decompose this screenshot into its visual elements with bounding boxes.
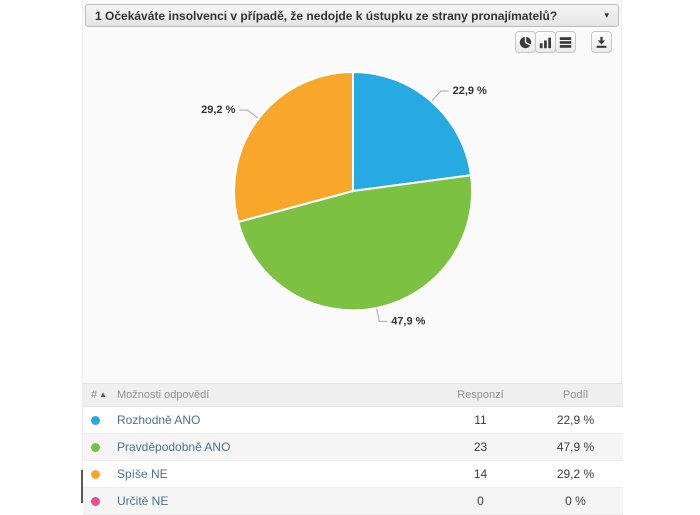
- download-button[interactable]: [591, 31, 612, 53]
- pie-chart-view-button[interactable]: [515, 31, 536, 53]
- list-view-button[interactable]: [555, 31, 576, 53]
- pie-slice-3[interactable]: [233, 71, 354, 223]
- share-value: 0 %: [538, 487, 613, 515]
- pie-label-connector: [376, 308, 388, 322]
- results-table: # ▲ Možnosti odpovědí Responzí Podíl Rozh…: [83, 383, 623, 515]
- share-value: 47,9 %: [538, 433, 613, 461]
- column-header-responses[interactable]: Responzí: [423, 383, 538, 407]
- chart-toolbar: [83, 31, 623, 53]
- pie-chart-area: 22,9 % 47,9 % 29,2 %: [83, 57, 623, 383]
- legend-dot: [91, 470, 100, 480]
- column-header-share[interactable]: Podíl: [538, 383, 613, 407]
- answer-label: Spíše NE: [113, 460, 423, 488]
- table-row: Spíše NE 14 29,2 %: [83, 460, 623, 488]
- pie-label-connector: [431, 90, 449, 102]
- answer-label: Určitě NE: [113, 487, 423, 515]
- dropdown-caret-icon: ▾: [604, 10, 609, 20]
- pie-slice-1[interactable]: [352, 71, 472, 192]
- legend-dot: [91, 497, 100, 507]
- survey-result-panel: 1 Očekáváte insolvenci v případě, že ned…: [82, 0, 623, 515]
- pie-data-label: 22,9 %: [453, 85, 487, 97]
- share-value: 22,9 %: [538, 406, 613, 434]
- column-header-options[interactable]: Možnosti odpovědí: [113, 383, 423, 407]
- next-section-border-fragment: [81, 470, 83, 503]
- column-header-num[interactable]: # ▲: [83, 383, 113, 407]
- table-header-row: # ▲ Možnosti odpovědí Responzí Podíl: [83, 383, 623, 407]
- responses-value: 23: [423, 433, 538, 461]
- responses-value: 14: [423, 460, 538, 488]
- question-dropdown-label: 1 Očekáváte insolvenci v případě, že ned…: [95, 8, 558, 23]
- download-icon: [595, 36, 608, 49]
- pie-chart-icon: [519, 35, 532, 49]
- pie-chart: 22,9 % 47,9 % 29,2 %: [201, 71, 487, 327]
- sort-asc-icon: ▲: [99, 390, 108, 399]
- table-row: Pravděpodobně ANO 23 47,9 %: [83, 433, 623, 461]
- view-switcher: [515, 31, 576, 53]
- pie-label-connector: [239, 109, 259, 119]
- responses-value: 0: [423, 487, 538, 515]
- responses-value: 11: [423, 406, 538, 434]
- column-num-label: #: [91, 389, 98, 401]
- pie-data-label: 47,9 %: [391, 315, 425, 327]
- question-dropdown[interactable]: 1 Očekáváte insolvenci v případě, že ned…: [85, 4, 619, 27]
- list-icon: [559, 36, 572, 49]
- bar-chart-view-button[interactable]: [535, 31, 556, 53]
- table-row: Rozhodně ANO 11 22,9 %: [83, 406, 623, 434]
- legend-dot: [91, 416, 100, 426]
- legend-dot: [91, 443, 100, 453]
- results-table-container: # ▲ Možnosti odpovědí Responzí Podíl Rozh…: [83, 383, 623, 515]
- share-value: 29,2 %: [538, 460, 613, 488]
- answer-label: Pravděpodobně ANO: [113, 433, 423, 461]
- pie-slice-2[interactable]: [237, 174, 474, 312]
- pie-data-label: 29,2 %: [201, 104, 235, 116]
- table-row: Určitě NE 0 0 %: [83, 487, 623, 515]
- answer-label: Rozhodně ANO: [113, 406, 423, 434]
- bar-chart-icon: [539, 36, 552, 49]
